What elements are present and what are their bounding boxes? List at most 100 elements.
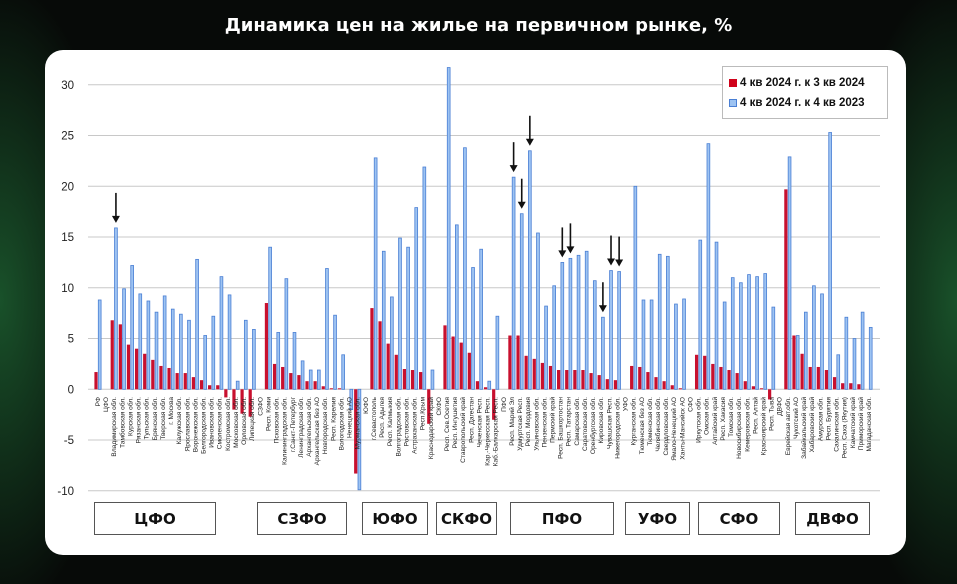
category-label: Ханты-Мансийск АО xyxy=(678,397,686,460)
bar-red xyxy=(654,377,658,390)
category-label: Камчатский край xyxy=(849,397,857,449)
bar-red xyxy=(662,381,666,390)
bar-blue xyxy=(455,224,459,390)
bar-red xyxy=(159,365,163,390)
bar-red xyxy=(808,366,812,390)
category-label: Сахалинская обл. xyxy=(833,397,841,452)
bar-red xyxy=(134,348,139,390)
category-label: Пермский край xyxy=(548,397,556,443)
category-label: Липецкая обл. xyxy=(248,397,256,441)
category-label: Респ. Марий Эл xyxy=(508,397,516,446)
y-tick-label: 30 xyxy=(61,80,74,92)
bar-blue xyxy=(187,319,191,390)
bar-blue xyxy=(154,311,159,390)
arrow-head-icon xyxy=(558,250,567,258)
bar-red xyxy=(143,353,147,390)
category-label: Калининградская обл. xyxy=(281,397,289,465)
bar-blue xyxy=(146,300,151,390)
bar-blue xyxy=(252,329,256,390)
category-label: Респ. Хакасия xyxy=(720,397,727,441)
bar-blue xyxy=(511,176,516,390)
category-label: УФО xyxy=(623,397,630,411)
bar-blue xyxy=(657,253,662,390)
category-label: Респ. Татарстан xyxy=(566,397,573,447)
bar-blue xyxy=(406,246,410,390)
category-label: Новгородская обл. xyxy=(321,397,329,454)
category-label: Орловская обл. xyxy=(240,397,248,445)
category-label: Курганская обл. xyxy=(630,397,638,446)
bar-blue xyxy=(763,273,768,390)
category-label: РФ xyxy=(95,397,102,406)
bar-red xyxy=(816,366,820,390)
category-label: Брянская обл. xyxy=(151,397,159,441)
bar-blue xyxy=(276,332,281,390)
category-label: СКФО xyxy=(436,397,443,416)
district-box-dvfo: ДВФО xyxy=(795,502,870,535)
bar-red xyxy=(151,359,155,390)
category-label: Хабаровский край xyxy=(808,397,816,453)
bar-red xyxy=(573,370,577,390)
category-label: Псковская обл. xyxy=(273,397,281,443)
category-label: Чукотский АО xyxy=(792,397,800,439)
category-label: Удмуртская Респ. xyxy=(517,397,524,451)
bar-blue xyxy=(836,354,841,390)
category-label: г.Севастополь xyxy=(371,396,378,440)
bar-blue xyxy=(739,282,743,390)
bar-red xyxy=(784,189,788,390)
bar-red xyxy=(849,383,853,390)
y-tick-label: 10 xyxy=(61,283,74,295)
bar-blue xyxy=(560,262,565,390)
bar-red xyxy=(565,370,569,390)
category-label: Респ. Башкортостан xyxy=(558,397,565,459)
bar-red xyxy=(337,388,342,390)
bar-blue xyxy=(446,67,451,390)
bar-blue xyxy=(317,369,321,390)
bar-blue xyxy=(592,280,597,390)
y-tick-label: 25 xyxy=(61,131,74,143)
bar-red xyxy=(581,370,585,390)
category-label: Кировская обл. xyxy=(597,397,605,444)
category-label: Тюменская без АО xyxy=(638,397,646,454)
blue-swatch-icon xyxy=(729,99,737,107)
bar-blue xyxy=(471,267,475,390)
district-box-pfo: ПФО xyxy=(510,502,614,535)
bar-blue xyxy=(844,316,849,390)
district-box-ufo: УФО xyxy=(625,502,690,535)
bar-blue xyxy=(601,316,605,390)
category-label: Архангельская обл. xyxy=(305,397,313,457)
category-label: Смоленская обл. xyxy=(216,397,224,449)
arrow-head-icon xyxy=(615,259,624,267)
bar-blue xyxy=(162,295,167,390)
bar-red xyxy=(272,363,277,390)
bar-red xyxy=(743,381,747,390)
category-label: Воронежская обл. xyxy=(191,397,199,452)
bar-blue xyxy=(170,308,175,390)
category-label: Красноярский край xyxy=(760,397,768,456)
category-label: Челябинская обл. xyxy=(654,397,662,452)
bar-red xyxy=(857,384,861,390)
y-tick-label: 20 xyxy=(61,181,74,193)
bar-red xyxy=(841,383,845,390)
category-label: Тверская обл. xyxy=(159,397,167,440)
bar-blue xyxy=(820,293,824,390)
bar-red xyxy=(394,354,398,390)
bar-blue xyxy=(211,315,216,390)
category-label: Калужская обл. xyxy=(175,397,183,445)
y-tick-label: -5 xyxy=(64,435,74,447)
bar-blue xyxy=(138,293,143,390)
bar-red xyxy=(589,373,593,390)
bar-red xyxy=(224,389,228,398)
bar-blue xyxy=(852,338,857,390)
category-label: Респ. Калмыкия xyxy=(387,397,394,447)
category-label: Ямало-Ненецкий АО xyxy=(670,397,678,461)
category-label: Респ. Адыгея xyxy=(379,397,386,438)
bar-blue xyxy=(495,315,500,390)
bar-blue xyxy=(130,265,134,390)
bar-red xyxy=(719,366,723,390)
category-label: ПФО xyxy=(501,397,508,412)
arrow-head-icon xyxy=(607,258,616,266)
legend-label: 4 кв 2024 г. к 4 кв 2023 xyxy=(740,97,865,109)
bar-blue xyxy=(463,147,467,390)
bar-red xyxy=(175,373,179,390)
category-label: ЮФО xyxy=(363,397,370,414)
